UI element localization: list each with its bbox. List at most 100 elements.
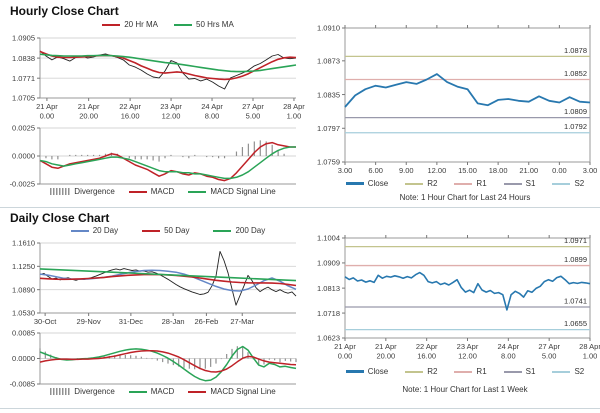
legend-item-s1: S1: [503, 179, 535, 188]
svg-text:1.0838: 1.0838: [12, 54, 35, 63]
svg-text:22 Apr: 22 Apr: [119, 102, 141, 111]
svg-text:1.0741: 1.0741: [564, 297, 587, 306]
green-line-swatch: [213, 229, 232, 232]
daily-ma-legend: 20 Day 50 Day 200 Day: [40, 226, 296, 235]
legend-label: S2: [574, 179, 585, 188]
svg-text:1.0809: 1.0809: [564, 107, 587, 116]
legend-label: R2: [427, 179, 438, 188]
svg-text:16.00: 16.00: [417, 352, 436, 361]
svg-text:12.00: 12.00: [427, 166, 446, 175]
legend-item-s1: S1: [503, 367, 535, 376]
legend-label: Divergence: [74, 387, 115, 396]
legend-item-divergence: Divergence: [50, 187, 115, 196]
blue-line-swatch: [70, 229, 89, 232]
legend-item-20hr-ma: 20 Hr MA: [102, 20, 158, 29]
legend-label: Divergence: [74, 187, 115, 196]
green-line-swatch: [128, 390, 147, 393]
svg-text:16.00: 16.00: [121, 112, 140, 121]
svg-text:1.1004: 1.1004: [317, 234, 340, 243]
svg-text:22 Apr: 22 Apr: [416, 342, 438, 351]
legend-item-macd: MACD: [128, 187, 175, 196]
svg-text:30-Oct: 30-Oct: [34, 317, 57, 326]
svg-text:27-Mar: 27-Mar: [230, 317, 254, 326]
red-line-swatch: [102, 23, 121, 26]
w1-legend: Close R2 R1 S1 S2: [335, 367, 595, 376]
svg-text:5.00: 5.00: [246, 112, 261, 121]
svg-text:9.00: 9.00: [399, 166, 414, 175]
svg-text:1.0905: 1.0905: [12, 34, 35, 43]
h24-note: Note: 1 Hour Chart for Last 24 Hours: [399, 193, 531, 202]
legend-label: 200 Day: [235, 226, 266, 235]
gray-line-swatch: [503, 182, 522, 185]
svg-text:21.00: 21.00: [519, 166, 538, 175]
lightblue-line-swatch: [552, 370, 571, 373]
svg-text:1.0759: 1.0759: [317, 158, 340, 167]
svg-text:0.00: 0.00: [40, 112, 55, 121]
legend-label: MACD Signal Line: [210, 387, 276, 396]
daily-chart-title: Daily Close Chart: [10, 211, 110, 225]
svg-text:28-Jan: 28-Jan: [162, 317, 185, 326]
svg-text:26-Feb: 26-Feb: [195, 317, 219, 326]
svg-text:28 Apr: 28 Apr: [579, 342, 600, 351]
olive-line-swatch: [405, 182, 424, 185]
w1-note: Note: 1 Hour Chart for Last 1 Week: [402, 385, 528, 394]
legend-label: MACD: [150, 187, 175, 196]
red-line-swatch: [142, 229, 161, 232]
legend-item-200day: 200 Day: [213, 226, 265, 235]
svg-text:1.0835: 1.0835: [317, 90, 340, 99]
svg-text:1.1610: 1.1610: [12, 239, 35, 248]
legend-item-50day: 50 Day: [142, 226, 189, 235]
svg-text:29-Nov: 29-Nov: [77, 317, 101, 326]
red-line-swatch: [188, 390, 207, 393]
bottom-divider: [0, 408, 600, 409]
svg-text:1.0813: 1.0813: [317, 284, 340, 293]
svg-text:21 Apr: 21 Apr: [375, 342, 397, 351]
svg-text:12.00: 12.00: [162, 112, 181, 121]
gray-line-swatch: [503, 370, 522, 373]
legend-item-s2: S2: [552, 179, 584, 188]
pink-line-swatch: [454, 182, 473, 185]
svg-text:-0.0025: -0.0025: [10, 180, 35, 189]
svg-text:8.00: 8.00: [205, 112, 220, 121]
legend-label: R1: [476, 179, 487, 188]
svg-text:20.00: 20.00: [79, 112, 98, 121]
svg-text:1.0878: 1.0878: [564, 46, 587, 55]
svg-text:1.0623: 1.0623: [317, 334, 340, 343]
svg-text:1.0718: 1.0718: [317, 309, 340, 318]
svg-text:0.00: 0.00: [338, 352, 353, 361]
svg-text:0.0025: 0.0025: [12, 124, 35, 133]
svg-text:0.0000: 0.0000: [12, 354, 35, 363]
svg-text:1.0852: 1.0852: [564, 69, 587, 78]
svg-text:21 Apr: 21 Apr: [78, 102, 100, 111]
hourly-ma-legend: 20 Hr MA 50 Hrs MA: [40, 20, 296, 29]
svg-text:1.0909: 1.0909: [317, 259, 340, 268]
svg-text:0.0085: 0.0085: [12, 329, 35, 338]
svg-text:23 Apr: 23 Apr: [457, 342, 479, 351]
svg-text:20.00: 20.00: [376, 352, 395, 361]
svg-text:1.0797: 1.0797: [317, 124, 340, 133]
legend-item-20day: 20 Day: [70, 226, 118, 235]
svg-text:1.0530: 1.0530: [12, 309, 35, 318]
legend-item-macd-signal: MACD Signal Line: [188, 387, 276, 396]
svg-text:5.00: 5.00: [542, 352, 557, 361]
pink-line-swatch: [454, 370, 473, 373]
legend-label: R1: [476, 367, 487, 376]
divergence-bars-swatch: [50, 388, 71, 395]
legend-item-macd: MACD: [128, 387, 174, 396]
svg-text:1.0899: 1.0899: [564, 255, 587, 264]
svg-text:21 Apr: 21 Apr: [334, 342, 356, 351]
legend-item-50hr-ma: 50 Hrs MA: [174, 20, 234, 29]
svg-text:3.00: 3.00: [583, 166, 598, 175]
lightblue-line-swatch: [552, 182, 571, 185]
legend-label: 50 Hrs MA: [196, 20, 234, 29]
svg-text:12.00: 12.00: [458, 352, 477, 361]
svg-text:15.00: 15.00: [458, 166, 477, 175]
svg-text:1.0971: 1.0971: [564, 236, 587, 245]
daily-macd-legend: Divergence MACD MACD Signal Line: [30, 387, 296, 396]
hourly-chart-title: Hourly Close Chart: [10, 4, 119, 18]
svg-text:1.0771: 1.0771: [12, 74, 35, 83]
blue-line-swatch: [345, 182, 364, 185]
svg-text:1.1250: 1.1250: [12, 262, 35, 271]
legend-label: 20 Hr MA: [124, 20, 158, 29]
